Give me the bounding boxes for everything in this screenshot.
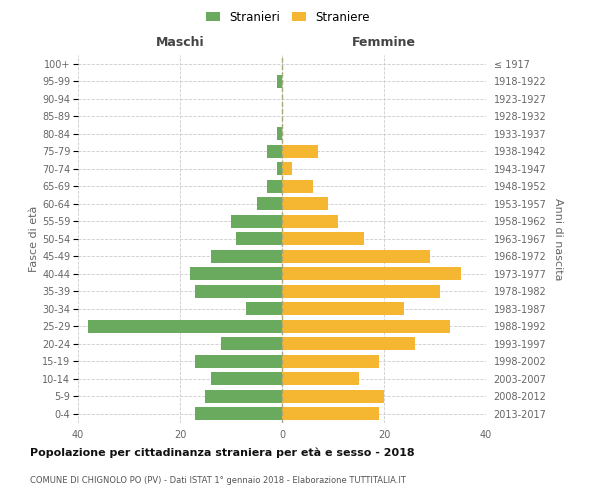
Bar — [282, 267, 461, 280]
Bar — [277, 127, 282, 140]
Bar — [282, 284, 440, 298]
Bar — [282, 197, 328, 210]
Bar — [282, 232, 364, 245]
Bar — [282, 337, 415, 350]
Text: Femmine: Femmine — [352, 36, 416, 50]
Bar — [282, 407, 379, 420]
Bar — [236, 232, 282, 245]
Bar — [257, 197, 282, 210]
Y-axis label: Fasce di età: Fasce di età — [29, 206, 39, 272]
Bar — [282, 390, 384, 403]
Bar — [282, 354, 379, 368]
Text: COMUNE DI CHIGNOLO PO (PV) - Dati ISTAT 1° gennaio 2018 - Elaborazione TUTTITALI: COMUNE DI CHIGNOLO PO (PV) - Dati ISTAT … — [30, 476, 406, 485]
Bar — [282, 302, 404, 316]
Bar — [282, 180, 313, 193]
Bar — [282, 214, 338, 228]
Bar — [206, 390, 282, 403]
Y-axis label: Anni di nascita: Anni di nascita — [553, 198, 563, 280]
Legend: Stranieri, Straniere: Stranieri, Straniere — [201, 6, 375, 28]
Bar — [247, 302, 282, 316]
Bar — [267, 180, 282, 193]
Bar — [211, 372, 282, 386]
Bar — [277, 74, 282, 88]
Bar — [282, 144, 318, 158]
Bar — [282, 372, 359, 386]
Bar — [196, 407, 282, 420]
Bar — [282, 250, 430, 263]
Bar — [282, 320, 451, 333]
Bar — [190, 267, 282, 280]
Bar — [277, 162, 282, 175]
Bar — [196, 354, 282, 368]
Bar — [231, 214, 282, 228]
Bar — [211, 250, 282, 263]
Bar — [282, 162, 292, 175]
Bar — [221, 337, 282, 350]
Bar — [88, 320, 282, 333]
Bar — [196, 284, 282, 298]
Text: Maschi: Maschi — [155, 36, 205, 50]
Text: Popolazione per cittadinanza straniera per età e sesso - 2018: Popolazione per cittadinanza straniera p… — [30, 448, 415, 458]
Bar — [267, 144, 282, 158]
